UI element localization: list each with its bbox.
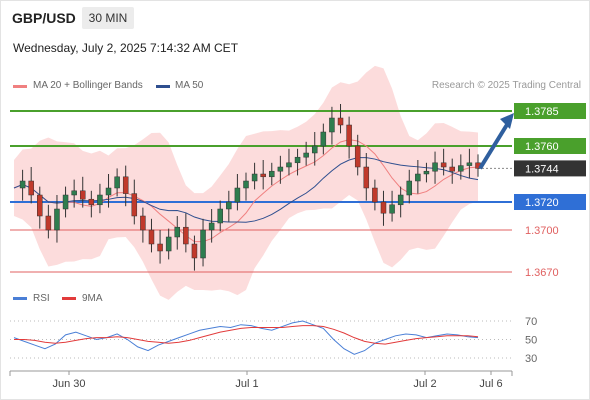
candle-body xyxy=(131,193,138,217)
ma9-legend-label: 9MA xyxy=(82,293,103,304)
candle-body xyxy=(191,243,198,259)
x-tick-label: Jul 6 xyxy=(479,378,502,390)
projection-arrow-head xyxy=(500,113,514,129)
chart-timestamp: Wednesday, July 2, 2025 7:14:32 AM CET xyxy=(13,41,239,55)
rsi-tick-70: 70 xyxy=(525,316,537,328)
candle-body xyxy=(45,215,52,231)
level-badge-1.3760 xyxy=(514,138,586,154)
candle-body xyxy=(397,194,404,206)
rsi-series-rsi xyxy=(13,320,479,355)
rsi-tick-50: 50 xyxy=(525,335,537,347)
candle-body xyxy=(54,208,60,231)
candle-body xyxy=(234,187,241,203)
candle-body xyxy=(458,165,464,172)
candle-body xyxy=(380,201,387,214)
rsi-tick-30: 30 xyxy=(525,353,537,365)
level-label-1.3760: 1.3760 xyxy=(525,141,559,153)
candle-body xyxy=(200,229,206,259)
candle-body xyxy=(122,176,129,194)
candle-body xyxy=(389,204,395,214)
candle-body xyxy=(114,176,120,189)
research-credit: Research © 2025 Trading Central xyxy=(431,80,581,91)
ma50-legend-label: MA 50 xyxy=(175,80,204,91)
projection-arrow-shaft xyxy=(478,121,510,170)
level-label-1.3720: 1.3720 xyxy=(525,197,559,209)
candle-body xyxy=(165,236,172,252)
ma20-swatch xyxy=(13,85,27,88)
candle-body xyxy=(217,208,223,224)
candle-body xyxy=(466,162,473,166)
candle-body xyxy=(140,215,146,231)
candle-body xyxy=(208,222,215,231)
timeframe-button[interactable]: 30 MIN xyxy=(82,7,134,29)
level-badge-1.3785 xyxy=(514,103,586,119)
ma20-legend-label: MA 20 + Bollinger Bands xyxy=(33,80,143,91)
candle-body xyxy=(243,180,249,189)
candle-body xyxy=(449,166,455,172)
level-label-1.3785: 1.3785 xyxy=(525,106,559,118)
candle-body xyxy=(19,180,26,189)
candle-body xyxy=(320,131,327,147)
candle-body xyxy=(363,166,370,189)
candle-body xyxy=(105,187,112,196)
candle-body xyxy=(174,226,181,238)
candle-body xyxy=(406,180,413,196)
candle-body xyxy=(286,162,292,168)
rsi-swatch xyxy=(13,297,27,300)
candle-body xyxy=(71,190,77,196)
candle-body xyxy=(415,173,421,182)
level-badge-1.3744 xyxy=(514,160,586,177)
instrument-title: GBP/USD xyxy=(12,10,76,26)
candle-body xyxy=(97,194,103,206)
candle-body xyxy=(269,170,275,178)
level-label-1.3670: 1.3670 xyxy=(525,267,559,279)
candle-body xyxy=(226,201,232,210)
candle-body xyxy=(88,198,95,206)
ma9-swatch xyxy=(62,297,76,300)
candle-body xyxy=(183,226,189,245)
candle-body xyxy=(28,180,34,196)
candle-body xyxy=(62,194,69,210)
candle-body xyxy=(251,173,258,182)
candle-body xyxy=(423,170,430,175)
candle-body xyxy=(37,194,43,217)
rsi-series-9ma xyxy=(14,325,479,345)
candle-body xyxy=(337,117,344,126)
candle-body xyxy=(157,243,163,252)
rsi-legend-label: RSI xyxy=(33,293,50,304)
level-badge-1.3720 xyxy=(514,194,586,210)
candle-body xyxy=(432,162,438,172)
candle-body xyxy=(372,187,378,203)
level-label-1.3744: 1.3744 xyxy=(525,163,559,175)
candle-body xyxy=(148,229,155,245)
chart-header: GBP/USD 30 MIN xyxy=(0,0,590,36)
candle-body xyxy=(354,145,361,168)
candle-body xyxy=(79,190,86,200)
level-label-1.3700: 1.3700 xyxy=(525,225,559,237)
candle-body xyxy=(346,124,352,147)
x-tick-label: Jul 2 xyxy=(413,378,436,390)
x-tick-label: Jul 1 xyxy=(235,378,258,390)
candle-body xyxy=(303,152,309,158)
candle-body xyxy=(329,117,335,133)
candle-body xyxy=(294,156,301,164)
candle-body xyxy=(311,145,318,154)
candle-body xyxy=(260,173,266,178)
candle-body xyxy=(277,166,284,172)
x-tick-label: Jun 30 xyxy=(52,378,85,390)
candle-body xyxy=(440,162,447,168)
ma50-swatch xyxy=(156,85,170,88)
